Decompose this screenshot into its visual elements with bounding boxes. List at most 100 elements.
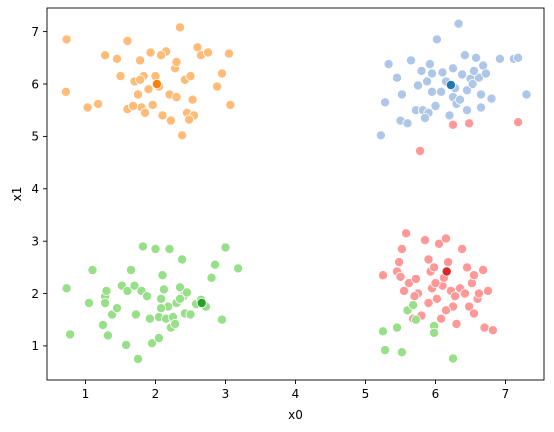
data-point-cluster-3-39 [487,325,498,336]
data-point-cluster-2-42 [216,314,227,325]
y-tick-label-5: 5 [31,130,39,144]
cluster-center-0 [151,79,162,90]
data-point-cluster-3-44 [423,254,434,265]
data-point-cluster-3-29 [459,288,470,299]
data-point-cluster-2-35 [181,287,192,298]
data-point-cluster-1-44 [447,63,458,74]
data-point-cluster-0-3 [93,98,104,109]
data-point-cluster-1-31 [471,52,482,63]
data-point-cluster-3-0 [377,270,388,281]
data-point-cluster-2-27 [164,243,175,254]
data-point-cluster-0-42 [171,57,182,68]
x-tick-label-1: 1 [82,387,90,401]
data-point-cluster-0-14 [139,107,150,118]
data-point-cluster-0-36 [212,81,223,92]
data-point-cluster-1-42 [419,113,430,124]
data-point-cluster-3-33 [468,270,479,281]
data-point-cluster-3-48 [440,305,451,316]
data-point-cluster-0-35 [202,47,213,58]
data-point-cluster-3-41 [447,119,458,130]
data-point-cluster-3-30 [461,262,472,273]
data-point-cluster-2-20 [146,338,157,349]
data-point-cluster-0-17 [147,99,158,110]
data-point-cluster-2-11 [121,339,132,350]
centers-layer [151,79,456,308]
cluster-center-2 [196,297,207,308]
data-point-cluster-1-25 [453,18,464,29]
data-point-cluster-4-8 [429,327,440,338]
x-tick-label-6: 6 [432,387,440,401]
data-point-cluster-3-4 [398,285,409,296]
data-point-cluster-2-12 [122,285,133,296]
data-point-cluster-0-5 [112,53,123,64]
data-point-cluster-1-7 [405,55,416,66]
data-point-cluster-1-1 [380,97,391,108]
data-point-cluster-2-13 [129,280,140,291]
data-point-cluster-3-36 [478,264,489,275]
data-point-cluster-4-0 [377,326,388,337]
data-point-cluster-3-17 [433,238,444,249]
data-point-cluster-2-32 [177,254,188,265]
y-tick-label-7: 7 [31,25,39,39]
data-point-cluster-1-35 [480,68,491,79]
data-point-cluster-1-28 [461,85,472,96]
data-point-cluster-0-26 [174,22,185,33]
data-point-cluster-3-25 [450,291,461,302]
data-point-cluster-1-41 [454,94,465,105]
data-point-cluster-4-2 [391,322,402,333]
data-point-cluster-3-40 [415,145,426,156]
data-point-cluster-2-46 [170,318,181,329]
data-point-cluster-1-36 [486,93,497,104]
data-point-cluster-3-15 [429,262,440,273]
data-point-cluster-0-1 [60,86,71,97]
cluster-center-3 [441,266,452,277]
data-point-cluster-2-15 [132,353,143,364]
data-point-cluster-0-40 [135,74,146,85]
data-point-cluster-0-16 [145,47,156,58]
data-point-cluster-0-0 [61,34,72,45]
data-point-cluster-1-0 [375,130,386,141]
data-point-cluster-3-2 [394,257,405,268]
data-point-cluster-3-49 [409,291,420,302]
data-point-cluster-2-9 [112,303,123,314]
data-point-cluster-2-19 [144,313,155,324]
data-point-cluster-4-6 [410,314,421,325]
points-layer [60,18,532,364]
y-tick-label-3: 3 [31,235,39,249]
data-point-cluster-1-43 [468,65,479,76]
data-point-cluster-3-37 [479,322,490,333]
data-point-cluster-2-47 [126,264,137,275]
data-point-cluster-3-46 [468,308,479,319]
data-point-cluster-2-45 [156,303,167,314]
data-point-cluster-0-7 [122,36,133,47]
data-point-cluster-2-31 [174,282,185,293]
data-point-cluster-4-5 [408,300,419,311]
data-point-cluster-0-4 [100,50,111,61]
data-point-cluster-3-18 [436,313,447,324]
data-point-cluster-4-9 [447,353,458,364]
y-tick-label-1: 1 [31,339,39,353]
data-point-cluster-1-14 [424,59,435,70]
data-point-cluster-0-31 [187,94,198,105]
data-point-cluster-1-18 [436,86,447,97]
data-point-cluster-0-39 [225,99,236,110]
data-point-cluster-3-11 [419,235,430,246]
data-point-cluster-2-40 [206,272,217,283]
data-point-cluster-3-43 [513,117,524,128]
data-point-cluster-1-2 [383,59,394,70]
data-point-cluster-0-30 [185,71,196,82]
data-point-cluster-2-36 [185,309,196,320]
data-point-cluster-3-35 [473,288,484,299]
data-point-cluster-3-3 [396,243,407,254]
data-point-cluster-0-25 [171,92,182,103]
data-point-cluster-3-38 [482,285,493,296]
data-point-cluster-3-42 [464,118,475,129]
y-tick-label-6: 6 [31,77,39,91]
data-point-cluster-0-23 [165,115,176,126]
x-axis-ticks: 1 2 3 4 5 6 7 [82,380,509,401]
data-point-cluster-2-14 [130,309,141,320]
data-point-cluster-1-10 [416,65,427,76]
data-point-cluster-1-16 [430,101,441,112]
data-point-cluster-0-15 [143,84,154,95]
